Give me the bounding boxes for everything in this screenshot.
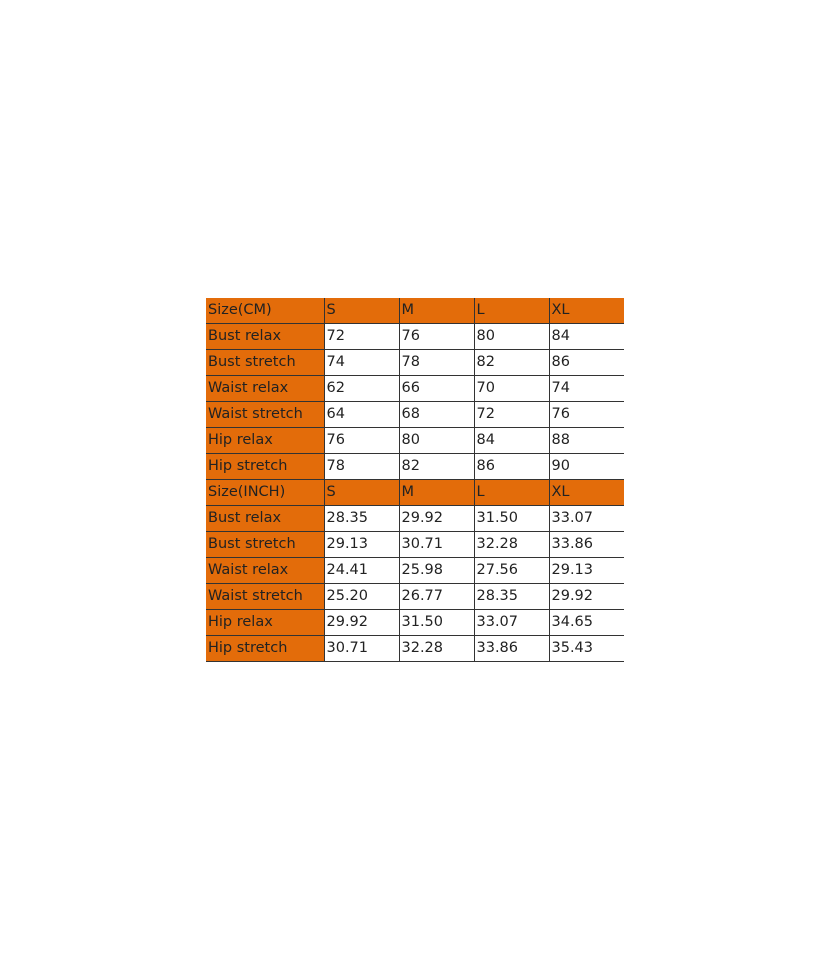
size-cell: 62 (323, 375, 399, 402)
size-cell: M (398, 479, 474, 506)
size-cell: 33.86 (548, 531, 624, 558)
size-cell: 76 (398, 323, 474, 350)
size-cell: 33.07 (473, 609, 549, 636)
size-cell: 25.98 (398, 557, 474, 584)
size-cell: 86 (548, 349, 624, 376)
size-cell: 90 (548, 453, 624, 480)
size-cell: 29.13 (548, 557, 624, 584)
size-cell: 33.86 (473, 635, 549, 662)
table-row: Bust relax 72 76 80 84 (206, 323, 624, 350)
table-row: Bust stretch 74 78 82 86 (206, 349, 624, 376)
size-cell: S (323, 298, 399, 324)
table-row: Waist relax 62 66 70 74 (206, 375, 624, 402)
size-cell: 88 (548, 427, 624, 454)
table-row: Hip stretch 30.71 32.28 33.86 35.43 (206, 635, 624, 662)
size-cell: 76 (323, 427, 399, 454)
table-row: Waist stretch 25.20 26.77 28.35 29.92 (206, 583, 624, 610)
size-cell: 31.50 (473, 505, 549, 532)
size-cell: L (473, 298, 549, 324)
size-cell: 29.92 (398, 505, 474, 532)
size-cell: 26.77 (398, 583, 474, 610)
size-cell: 84 (473, 427, 549, 454)
size-cell: XL (548, 479, 624, 506)
table-row: Bust stretch 29.13 30.71 32.28 33.86 (206, 531, 624, 558)
size-cell: 32.28 (398, 635, 474, 662)
row-label: Bust relax (206, 505, 324, 532)
size-cell: 74 (323, 349, 399, 376)
row-label: Bust stretch (206, 531, 324, 558)
row-label: Waist relax (206, 557, 324, 584)
size-cell: 28.35 (473, 583, 549, 610)
size-cell: 76 (548, 401, 624, 428)
size-cell: 66 (398, 375, 474, 402)
table-row: Hip relax 29.92 31.50 33.07 34.65 (206, 609, 624, 636)
row-label: Waist stretch (206, 401, 324, 428)
size-chart-table: Size(CM) S M L XL Bust relax 72 76 80 84 Bust stre… (206, 298, 624, 662)
size-cell: 72 (323, 323, 399, 350)
size-cell: 30.71 (323, 635, 399, 662)
row-label: Size(CM) (206, 298, 324, 324)
size-cell: 84 (548, 323, 624, 350)
size-cell: 74 (548, 375, 624, 402)
size-cell: 80 (398, 427, 474, 454)
table-row: Waist stretch 64 68 72 76 (206, 401, 624, 428)
table-row: Hip relax 76 80 84 88 (206, 427, 624, 454)
size-cell: 25.20 (323, 583, 399, 610)
size-cell: 82 (473, 349, 549, 376)
table-row: Waist relax 24.41 25.98 27.56 29.13 (206, 557, 624, 584)
size-cell: L (473, 479, 549, 506)
size-cell: 78 (323, 453, 399, 480)
row-label: Bust stretch (206, 349, 324, 376)
table-row: Bust relax 28.35 29.92 31.50 33.07 (206, 505, 624, 532)
size-cell: 24.41 (323, 557, 399, 584)
size-cell: 30.71 (398, 531, 474, 558)
table-row: Hip stretch 78 82 86 90 (206, 453, 624, 480)
size-cell: 80 (473, 323, 549, 350)
size-cell: XL (548, 298, 624, 324)
size-cell: 64 (323, 401, 399, 428)
size-cell: 31.50 (398, 609, 474, 636)
size-cell: 29.92 (323, 609, 399, 636)
row-label: Hip relax (206, 609, 324, 636)
header-row: Size(INCH) S M L XL (206, 479, 624, 506)
size-cell: 29.92 (548, 583, 624, 610)
header-row: Size(CM) S M L XL (206, 298, 624, 324)
size-cell: 33.07 (548, 505, 624, 532)
row-label: Hip stretch (206, 453, 324, 480)
row-label: Hip relax (206, 427, 324, 454)
size-cell: 34.65 (548, 609, 624, 636)
size-cell: 68 (398, 401, 474, 428)
size-cell: S (323, 479, 399, 506)
size-cell: 82 (398, 453, 474, 480)
size-cell: 28.35 (323, 505, 399, 532)
size-cell: M (398, 298, 474, 324)
row-label: Size(INCH) (206, 479, 324, 506)
size-cell: 32.28 (473, 531, 549, 558)
size-cell: 86 (473, 453, 549, 480)
row-label: Bust relax (206, 323, 324, 350)
size-cell: 27.56 (473, 557, 549, 584)
size-cell: 70 (473, 375, 549, 402)
size-cell: 78 (398, 349, 474, 376)
size-cell: 29.13 (323, 531, 399, 558)
row-label: Waist relax (206, 375, 324, 402)
row-label: Hip stretch (206, 635, 324, 662)
size-cell: 35.43 (548, 635, 624, 662)
row-label: Waist stretch (206, 583, 324, 610)
size-cell: 72 (473, 401, 549, 428)
